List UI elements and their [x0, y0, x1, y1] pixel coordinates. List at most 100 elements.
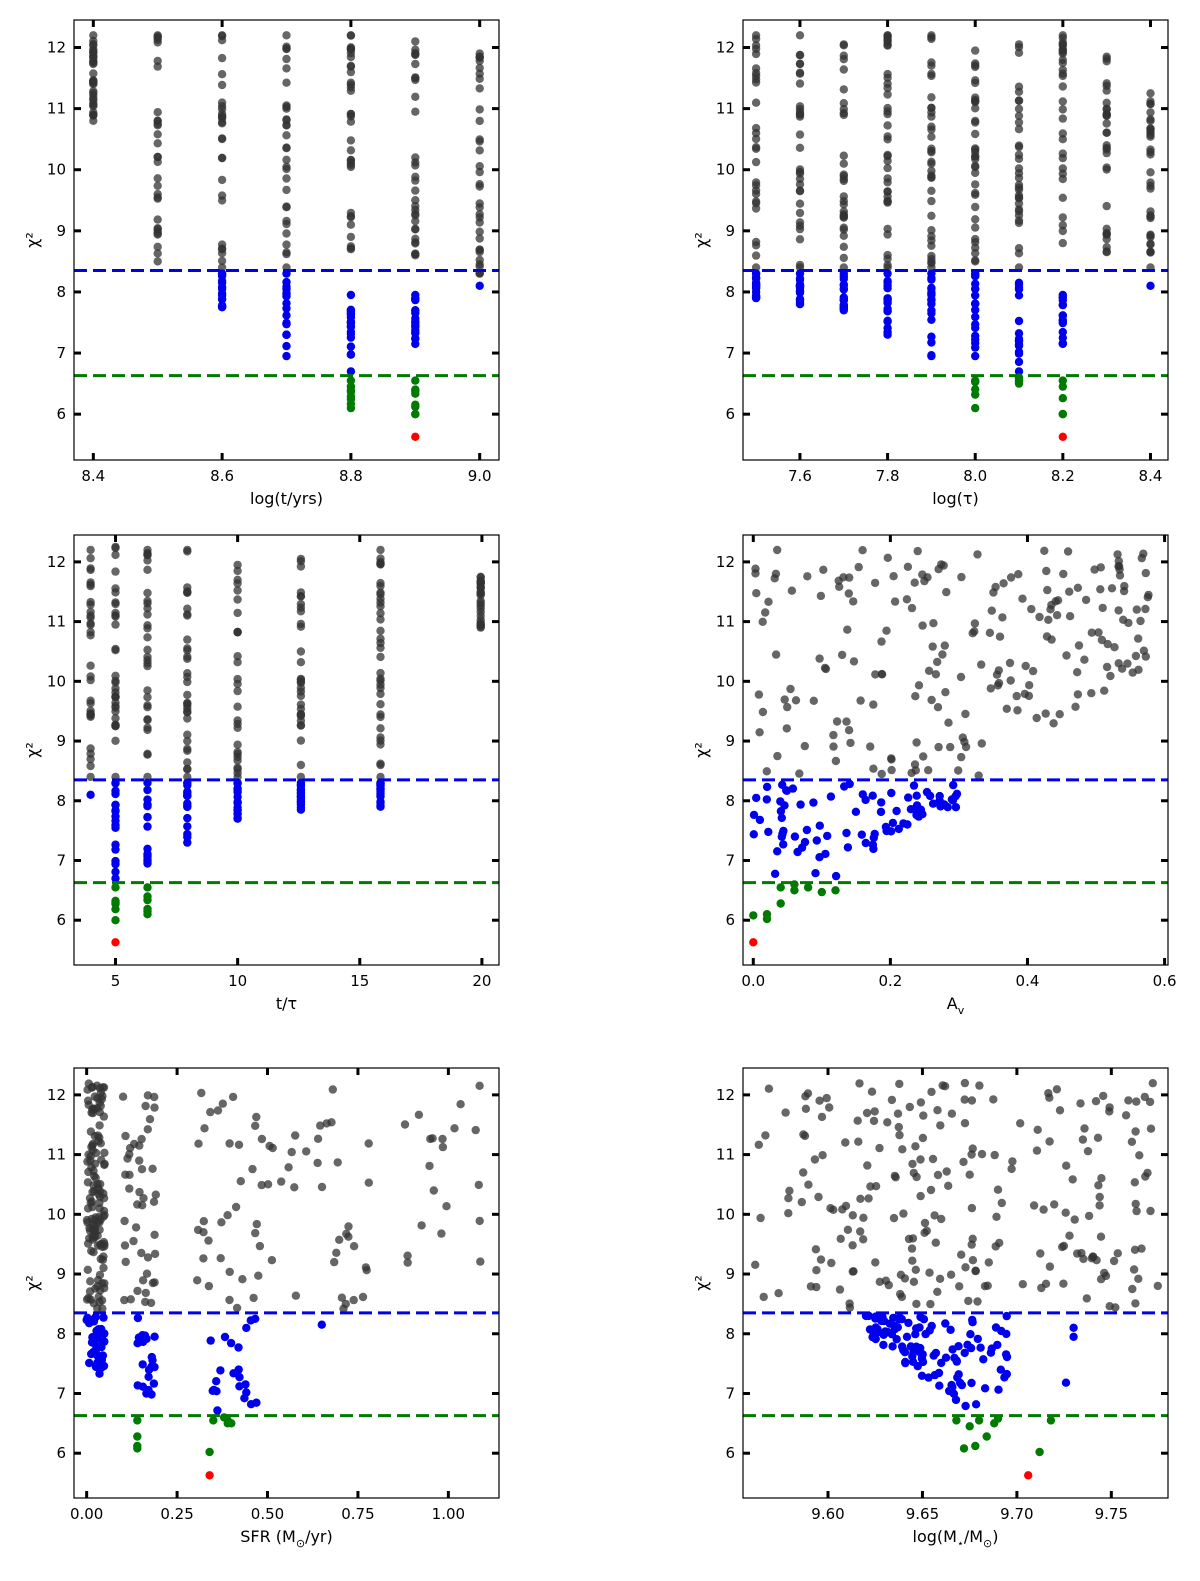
blue-point — [971, 331, 980, 341]
grey-point — [153, 249, 162, 258]
grey-point — [989, 1095, 998, 1104]
grey-point — [1102, 224, 1111, 233]
grey-point — [87, 1108, 96, 1117]
y-tick-label: 7 — [725, 1384, 735, 1402]
grey-point — [341, 1299, 350, 1309]
grey-point — [411, 249, 420, 258]
grey-point — [817, 1112, 827, 1122]
grey-point — [855, 1079, 864, 1088]
grey-point — [123, 1154, 132, 1163]
grey-point — [1080, 1124, 1089, 1133]
plot-frame — [73, 19, 500, 461]
green-point — [143, 892, 152, 901]
green-point — [817, 887, 826, 897]
grey-point — [233, 608, 242, 618]
blue-point — [949, 780, 958, 790]
grey-point — [121, 1170, 130, 1179]
blue-point — [928, 799, 938, 808]
grey-point — [111, 736, 120, 745]
grey-point — [754, 1140, 763, 1150]
blue-point — [934, 1368, 944, 1378]
grey-point — [1128, 1284, 1137, 1294]
grey-point — [1095, 1201, 1104, 1210]
grey-point — [803, 572, 812, 581]
grey-point — [346, 48, 356, 58]
grey-point — [88, 1202, 97, 1212]
green-point — [776, 899, 785, 908]
grey-point — [975, 1081, 984, 1090]
blue-point — [143, 857, 152, 866]
green-point — [346, 387, 356, 396]
y-tick-label: 10 — [47, 672, 66, 690]
grey-point — [290, 1183, 299, 1192]
blue-point — [755, 815, 765, 825]
chart-panel-5: 0.00 0.25 0.50 0.75 1.00 6 7 8 9 10 11 12 SFR (M⊙/yr… — [23, 1067, 500, 1550]
grey-point — [1058, 33, 1068, 42]
grey-point — [795, 79, 805, 88]
grey-point — [1146, 231, 1155, 240]
grey-point — [977, 739, 986, 748]
grey-point — [100, 1148, 109, 1158]
grey-point — [233, 658, 242, 667]
x-tick-label: 8.4 — [1139, 467, 1163, 485]
y-axis-label: χ² — [692, 232, 711, 248]
blue-point — [892, 806, 901, 816]
grey-point — [233, 716, 242, 725]
grey-point — [883, 1118, 892, 1127]
grey-point — [971, 59, 980, 68]
grey-point — [795, 186, 805, 195]
grey-point — [346, 232, 356, 242]
grey-point — [411, 161, 420, 170]
grey-point — [995, 632, 1005, 641]
grey-point — [346, 117, 356, 126]
grey-point — [795, 31, 805, 40]
grey-point — [153, 62, 162, 71]
green-point — [971, 377, 980, 387]
grey-point — [752, 589, 761, 598]
chart-panel-3: 5 10 15 20 6 7 8 9 10 11 12 t/τ χ² — [23, 534, 500, 1013]
grey-point — [971, 78, 980, 88]
data-points — [749, 545, 1153, 947]
grey-point — [1006, 573, 1016, 582]
grey-point — [86, 578, 95, 587]
grey-point — [120, 1295, 129, 1305]
blue-point — [1058, 339, 1068, 348]
blue-point — [812, 836, 821, 845]
grey-point — [910, 760, 920, 769]
grey-point — [476, 588, 485, 597]
grey-point — [183, 758, 192, 767]
blue-point — [143, 778, 152, 787]
grey-point — [233, 586, 242, 595]
grey-point — [86, 661, 95, 670]
grey-point — [973, 1297, 982, 1306]
grey-point — [1131, 1127, 1140, 1136]
grey-point — [1082, 1294, 1092, 1303]
green-point — [1058, 394, 1068, 403]
grey-point — [887, 1095, 897, 1105]
blue-point — [183, 801, 192, 810]
blue-point — [751, 273, 761, 282]
grey-point — [376, 700, 385, 709]
blue-point — [1058, 327, 1068, 337]
grey-point — [875, 1143, 884, 1153]
y-tick-label: 8 — [56, 1325, 66, 1343]
grey-point — [233, 579, 242, 588]
grey-point — [751, 564, 760, 573]
grey-point — [907, 768, 916, 778]
grey-point — [1095, 1192, 1104, 1202]
grey-point — [199, 1254, 208, 1263]
grey-point — [795, 69, 805, 78]
grey-point — [846, 738, 855, 748]
grey-point — [94, 1136, 103, 1146]
grey-point — [411, 92, 420, 102]
grey-point — [291, 1291, 301, 1300]
blue-point — [183, 829, 192, 839]
blue-point — [233, 787, 242, 797]
grey-point — [927, 211, 936, 220]
grey-point — [751, 157, 761, 167]
grey-point — [933, 1287, 942, 1297]
green-point — [776, 883, 785, 892]
blue-point — [839, 285, 848, 294]
grey-point — [257, 1180, 266, 1190]
grey-point — [1058, 65, 1068, 75]
